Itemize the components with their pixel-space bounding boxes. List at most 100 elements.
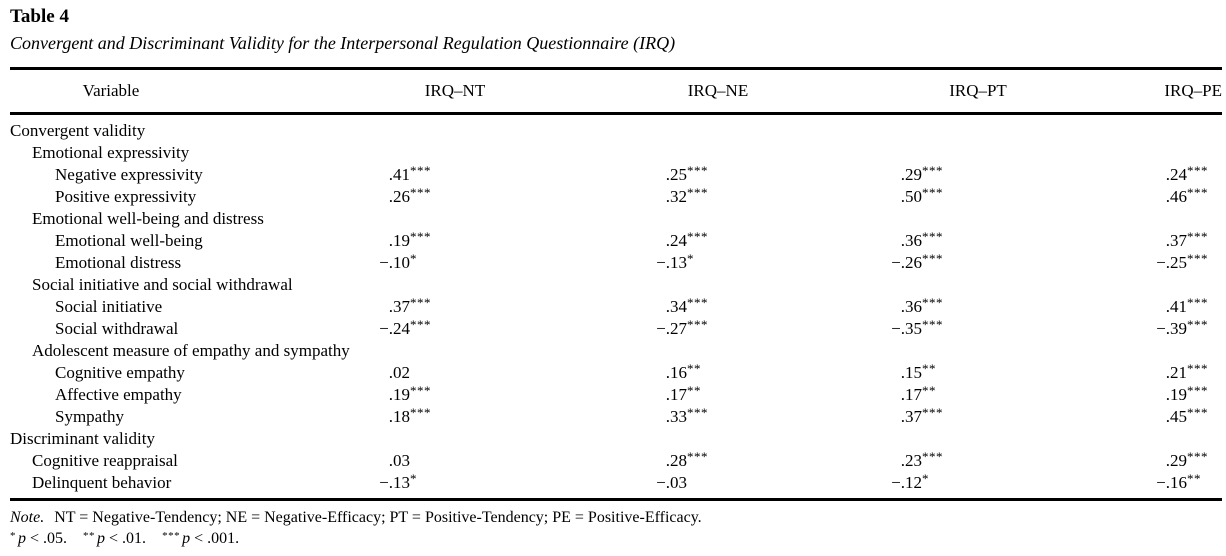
column-header-variable: Variable bbox=[82, 81, 140, 100]
table-row: Negative expressivity .41 *** .25 *** .29 ***.… bbox=[10, 163, 1222, 187]
significance-item: *** p < .001. bbox=[162, 530, 239, 547]
significance-stars: *** bbox=[687, 295, 708, 310]
value-cell: .24 *** bbox=[445, 229, 722, 253]
table-note: Note. NT = Negative-Tendency; NE = Negati… bbox=[10, 507, 1222, 551]
table-row: Emotional well-being and distress bbox=[10, 208, 1222, 230]
significance-stars: *** bbox=[410, 229, 431, 244]
correlation-value: .02 bbox=[388, 363, 410, 382]
value-cell: .25 *** bbox=[445, 163, 722, 187]
significance-item: * p < .05. bbox=[10, 530, 67, 547]
correlation-value: .32 bbox=[665, 187, 687, 206]
row-label: Sympathy bbox=[55, 407, 124, 426]
significance-stars: *** bbox=[410, 383, 431, 398]
correlation-value: −.25 bbox=[1156, 253, 1187, 272]
significance-stars: * bbox=[922, 471, 929, 486]
table-rule-header bbox=[10, 112, 1222, 115]
value-cell: .03 bbox=[210, 450, 445, 472]
row-label: Cognitive empathy bbox=[55, 363, 185, 382]
significance-stars: *** bbox=[1187, 405, 1208, 420]
row-label: Convergent validity bbox=[10, 121, 146, 140]
correlation-value: .17 bbox=[900, 385, 922, 404]
correlation-value: .16 bbox=[665, 363, 687, 382]
value-cell: −.03 bbox=[445, 472, 722, 494]
correlation-value: .19 bbox=[1165, 385, 1187, 404]
row-label: Emotional well-being bbox=[55, 231, 203, 250]
value-cell: .37 *** bbox=[210, 295, 445, 319]
significance-stars: *** bbox=[162, 530, 181, 542]
correlation-value: .37 bbox=[388, 297, 410, 316]
value-cell: .33 *** bbox=[445, 405, 722, 429]
significance-stars: *** bbox=[410, 163, 431, 178]
correlation-value: −.10 bbox=[379, 253, 410, 272]
significance-stars: * bbox=[410, 471, 417, 486]
value-cell: −.39 *** bbox=[957, 317, 1222, 341]
significance-stars: *** bbox=[687, 405, 708, 420]
value-cell: .41 *** bbox=[957, 295, 1222, 319]
significance-stars: *** bbox=[922, 317, 943, 332]
table-row: Emotional well-being .19 *** .24 *** .36 *** .3… bbox=[10, 229, 1222, 253]
value-cell: −.10 * bbox=[210, 251, 445, 275]
correlation-value: .24 bbox=[1165, 165, 1187, 184]
p-symbol: p bbox=[97, 530, 106, 547]
significance-stars: ** bbox=[922, 361, 936, 376]
value-cell: .23 *** bbox=[722, 449, 957, 473]
note-label: Note. bbox=[10, 509, 45, 526]
table-row: Convergent validity bbox=[10, 120, 1222, 142]
value-cell: .16 ** bbox=[445, 361, 722, 385]
correlation-value: −.26 bbox=[891, 253, 922, 272]
table-row: Delinquent behavior −.13 * −.03 −.12 * −.16 ** bbox=[10, 471, 1222, 495]
value-cell: .36 *** bbox=[722, 229, 957, 253]
table-row: Emotional distress −.10 * −.13 * −.26 *** −.25 *… bbox=[10, 251, 1222, 275]
value-cell: −.13 * bbox=[210, 471, 445, 495]
value-cell: .17 ** bbox=[722, 383, 957, 407]
correlation-value: −.35 bbox=[891, 319, 922, 338]
correlation-value: .21 bbox=[1165, 363, 1187, 382]
table-row: Sympathy .18 *** .33 *** .37 *** .45 *** bbox=[10, 405, 1222, 429]
significance-stars: *** bbox=[1187, 295, 1208, 310]
significance-stars: *** bbox=[1187, 383, 1208, 398]
correlation-value: .36 bbox=[900, 297, 922, 316]
value-cell: .21 *** bbox=[957, 361, 1222, 385]
correlation-value: .37 bbox=[1165, 231, 1187, 250]
table-row: Affective empathy .19 *** .17 ** .17 ** .19 *** bbox=[10, 383, 1222, 407]
correlation-value: .46 bbox=[1165, 187, 1187, 206]
value-cell: .18 *** bbox=[210, 405, 445, 429]
significance-stars: *** bbox=[922, 163, 943, 178]
significance-stars: *** bbox=[1187, 317, 1208, 332]
correlation-value: .36 bbox=[900, 231, 922, 250]
table-row: Social withdrawal −.24 *** −.27 *** −.35 *** −.… bbox=[10, 317, 1222, 341]
row-label: Emotional distress bbox=[55, 253, 182, 272]
correlation-value: .34 bbox=[665, 297, 687, 316]
significance-stars: *** bbox=[922, 295, 943, 310]
table-row: Social initiative and social withdrawal bbox=[10, 274, 1222, 296]
row-label: Adolescent measure of empathy and sympat… bbox=[32, 341, 350, 360]
significance-stars: *** bbox=[922, 251, 943, 266]
value-cell: −.16 ** bbox=[957, 471, 1222, 495]
correlation-value: .24 bbox=[665, 231, 687, 250]
value-cell: .46 *** bbox=[957, 185, 1222, 209]
correlation-value: −.24 bbox=[379, 319, 410, 338]
value-cell: −.24 *** bbox=[210, 317, 445, 341]
value-cell: −.27 *** bbox=[445, 317, 722, 341]
value-cell: .24 *** bbox=[957, 163, 1222, 187]
correlation-value: .41 bbox=[388, 165, 410, 184]
correlation-value: −.39 bbox=[1156, 319, 1187, 338]
table-row: Cognitive reappraisal .03.28 *** .23 *** .29 *… bbox=[10, 449, 1222, 473]
correlation-value: .29 bbox=[1165, 451, 1187, 470]
significance-item: ** p < .01. bbox=[83, 530, 146, 547]
significance-stars: *** bbox=[1187, 361, 1208, 376]
correlation-value: .17 bbox=[665, 385, 687, 404]
table-row: Positive expressivity .26 *** .32 *** .50 ***.… bbox=[10, 185, 1222, 209]
significance-stars: *** bbox=[687, 317, 708, 332]
row-label: Social initiative and social withdrawal bbox=[32, 275, 293, 294]
row-label: Cognitive reappraisal bbox=[32, 451, 178, 470]
column-header-irq-nt: IRQ–NT bbox=[424, 81, 486, 100]
correlation-value: .28 bbox=[665, 451, 687, 470]
threshold-text: < .05. bbox=[26, 530, 68, 547]
significance-stars: *** bbox=[410, 405, 431, 420]
correlation-value: .15 bbox=[900, 363, 922, 382]
note-text: NT = Negative-Tendency; NE = Negative-Ef… bbox=[54, 509, 702, 526]
significance-stars: *** bbox=[410, 317, 431, 332]
row-label: Affective empathy bbox=[55, 385, 182, 404]
correlation-value: .23 bbox=[900, 451, 922, 470]
